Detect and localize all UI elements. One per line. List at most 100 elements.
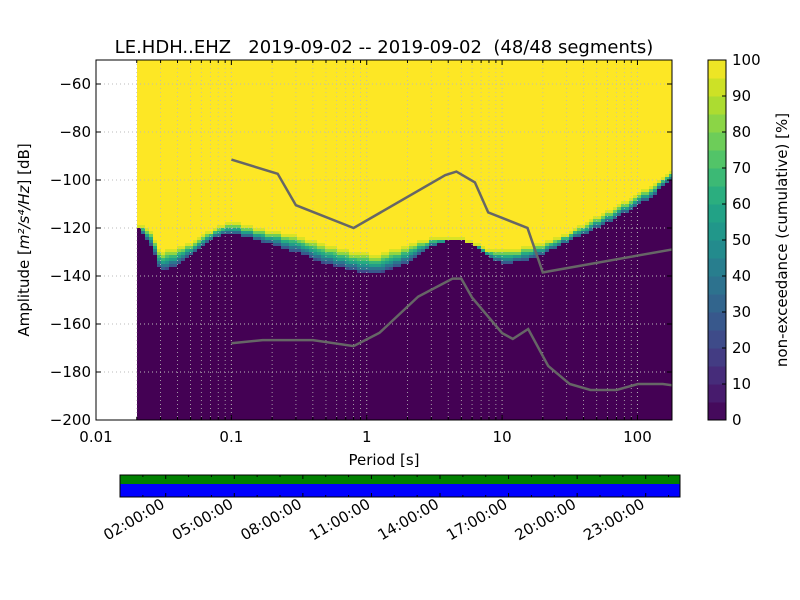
heatmap-cell <box>225 225 230 229</box>
heatmap-cell <box>657 60 662 180</box>
heatmap-cell <box>521 255 526 259</box>
heatmap-cell <box>409 255 414 259</box>
heatmap-cell <box>389 261 394 265</box>
heatmap-cell <box>317 243 322 247</box>
heatmap-cell <box>313 252 318 256</box>
heatmap-cell <box>141 225 146 229</box>
colorbar-band <box>708 168 726 187</box>
heatmap-cell <box>221 60 226 225</box>
heatmap-cell <box>229 234 234 420</box>
heatmap-cell <box>293 243 298 247</box>
heatmap-cell <box>597 60 602 216</box>
heatmap-cell <box>157 60 162 249</box>
heatmap-cell <box>413 243 418 247</box>
heatmap-cell <box>197 237 202 241</box>
colorbar-band <box>708 384 726 403</box>
colorbar-band <box>708 222 726 241</box>
heatmap-cell <box>449 240 454 420</box>
heatmap-cell <box>277 234 282 238</box>
heatmap-cell <box>305 249 310 253</box>
heatmap-cell <box>217 228 222 232</box>
heatmap-cell <box>273 240 278 244</box>
x-tick-label: 0.1 <box>219 428 243 446</box>
heatmap-cell <box>409 246 414 250</box>
heatmap-cell <box>181 255 186 259</box>
y-tick-label: −180 <box>50 363 91 381</box>
heatmap-cell <box>597 228 602 420</box>
heatmap-cell <box>393 249 398 253</box>
heatmap-cell <box>353 261 358 265</box>
heatmap-cell <box>421 240 426 244</box>
heatmap-cell <box>373 60 378 255</box>
heatmap-cell <box>397 249 402 253</box>
colorbar-band <box>708 366 726 385</box>
heatmap-cell <box>137 228 142 420</box>
heatmap-cell <box>545 246 550 250</box>
heatmap-cell <box>233 234 238 420</box>
heatmap-cell <box>289 240 294 244</box>
heatmap-cell <box>497 261 502 420</box>
heatmap-cell <box>401 246 406 250</box>
heatmap-cell <box>181 258 186 262</box>
heatmap-cell <box>165 270 170 420</box>
colorbar: 0 10 20 30 40 50 60 70 80 90 100 <box>707 51 761 429</box>
heatmap-cell <box>421 243 426 247</box>
heatmap-cell <box>333 261 338 265</box>
heatmap-cell <box>553 60 558 237</box>
heatmap-cell <box>413 252 418 256</box>
heatmap-cell <box>213 234 218 238</box>
heatmap-cell <box>365 273 370 420</box>
heatmap-cell <box>165 261 170 265</box>
heatmap-cell <box>637 204 642 420</box>
heatmap-cell <box>389 258 394 262</box>
heatmap-cell <box>145 228 150 232</box>
heatmap-cell <box>505 60 510 249</box>
heatmap-cell <box>277 246 282 420</box>
heatmap-cell <box>417 252 422 256</box>
heatmap-cell <box>165 249 170 253</box>
heatmap-cell <box>293 246 298 250</box>
heatmap-cell <box>353 267 358 271</box>
heatmap-cell <box>265 240 270 244</box>
heatmap-cell <box>569 240 574 420</box>
heatmap-cell <box>341 261 346 265</box>
heatmap-cell <box>173 267 178 420</box>
heatmap-cell <box>649 192 654 196</box>
y-tick-label: −60 <box>59 75 91 93</box>
heatmap-cell <box>477 60 482 243</box>
colorbar-band <box>708 348 726 367</box>
heatmap-cell <box>281 237 286 241</box>
heatmap-cell <box>377 270 382 274</box>
heatmap-cell <box>269 243 274 420</box>
heatmap-cell <box>385 252 390 256</box>
heatmap-cell <box>645 198 650 202</box>
heatmap-cell <box>169 60 174 249</box>
heatmap-cell <box>293 237 298 241</box>
heatmap-cell <box>613 207 618 211</box>
heatmap-cell <box>509 258 514 262</box>
heatmap-cell <box>501 249 506 253</box>
heatmap-cell <box>329 246 334 250</box>
timeline-track-top <box>120 475 680 484</box>
heatmap-cell <box>341 264 346 268</box>
heatmap-cell <box>577 231 582 235</box>
y-axis-label: Amplitude [m²/s⁴/Hz] [dB] <box>15 143 33 336</box>
heatmap-cell <box>297 240 302 244</box>
heatmap-cell <box>365 267 370 271</box>
heatmap-cell <box>653 195 658 420</box>
heatmap-cell <box>509 264 514 420</box>
y-axis-label-prefix: Amplitude [ <box>15 249 33 337</box>
heatmap-cell <box>277 237 282 241</box>
heatmap-cell <box>541 252 546 256</box>
heatmap-cell <box>389 60 394 249</box>
y-axis-label-suffix: ] [dB] <box>15 143 33 185</box>
psd-heatmap <box>137 60 672 420</box>
heatmap-cell <box>141 231 146 235</box>
heatmap-cell <box>569 234 574 238</box>
heatmap-cell <box>561 60 566 234</box>
heatmap-cell <box>545 60 550 240</box>
heatmap-cell <box>193 246 198 250</box>
heatmap-cell <box>573 60 578 228</box>
heatmap-cell <box>661 186 666 420</box>
